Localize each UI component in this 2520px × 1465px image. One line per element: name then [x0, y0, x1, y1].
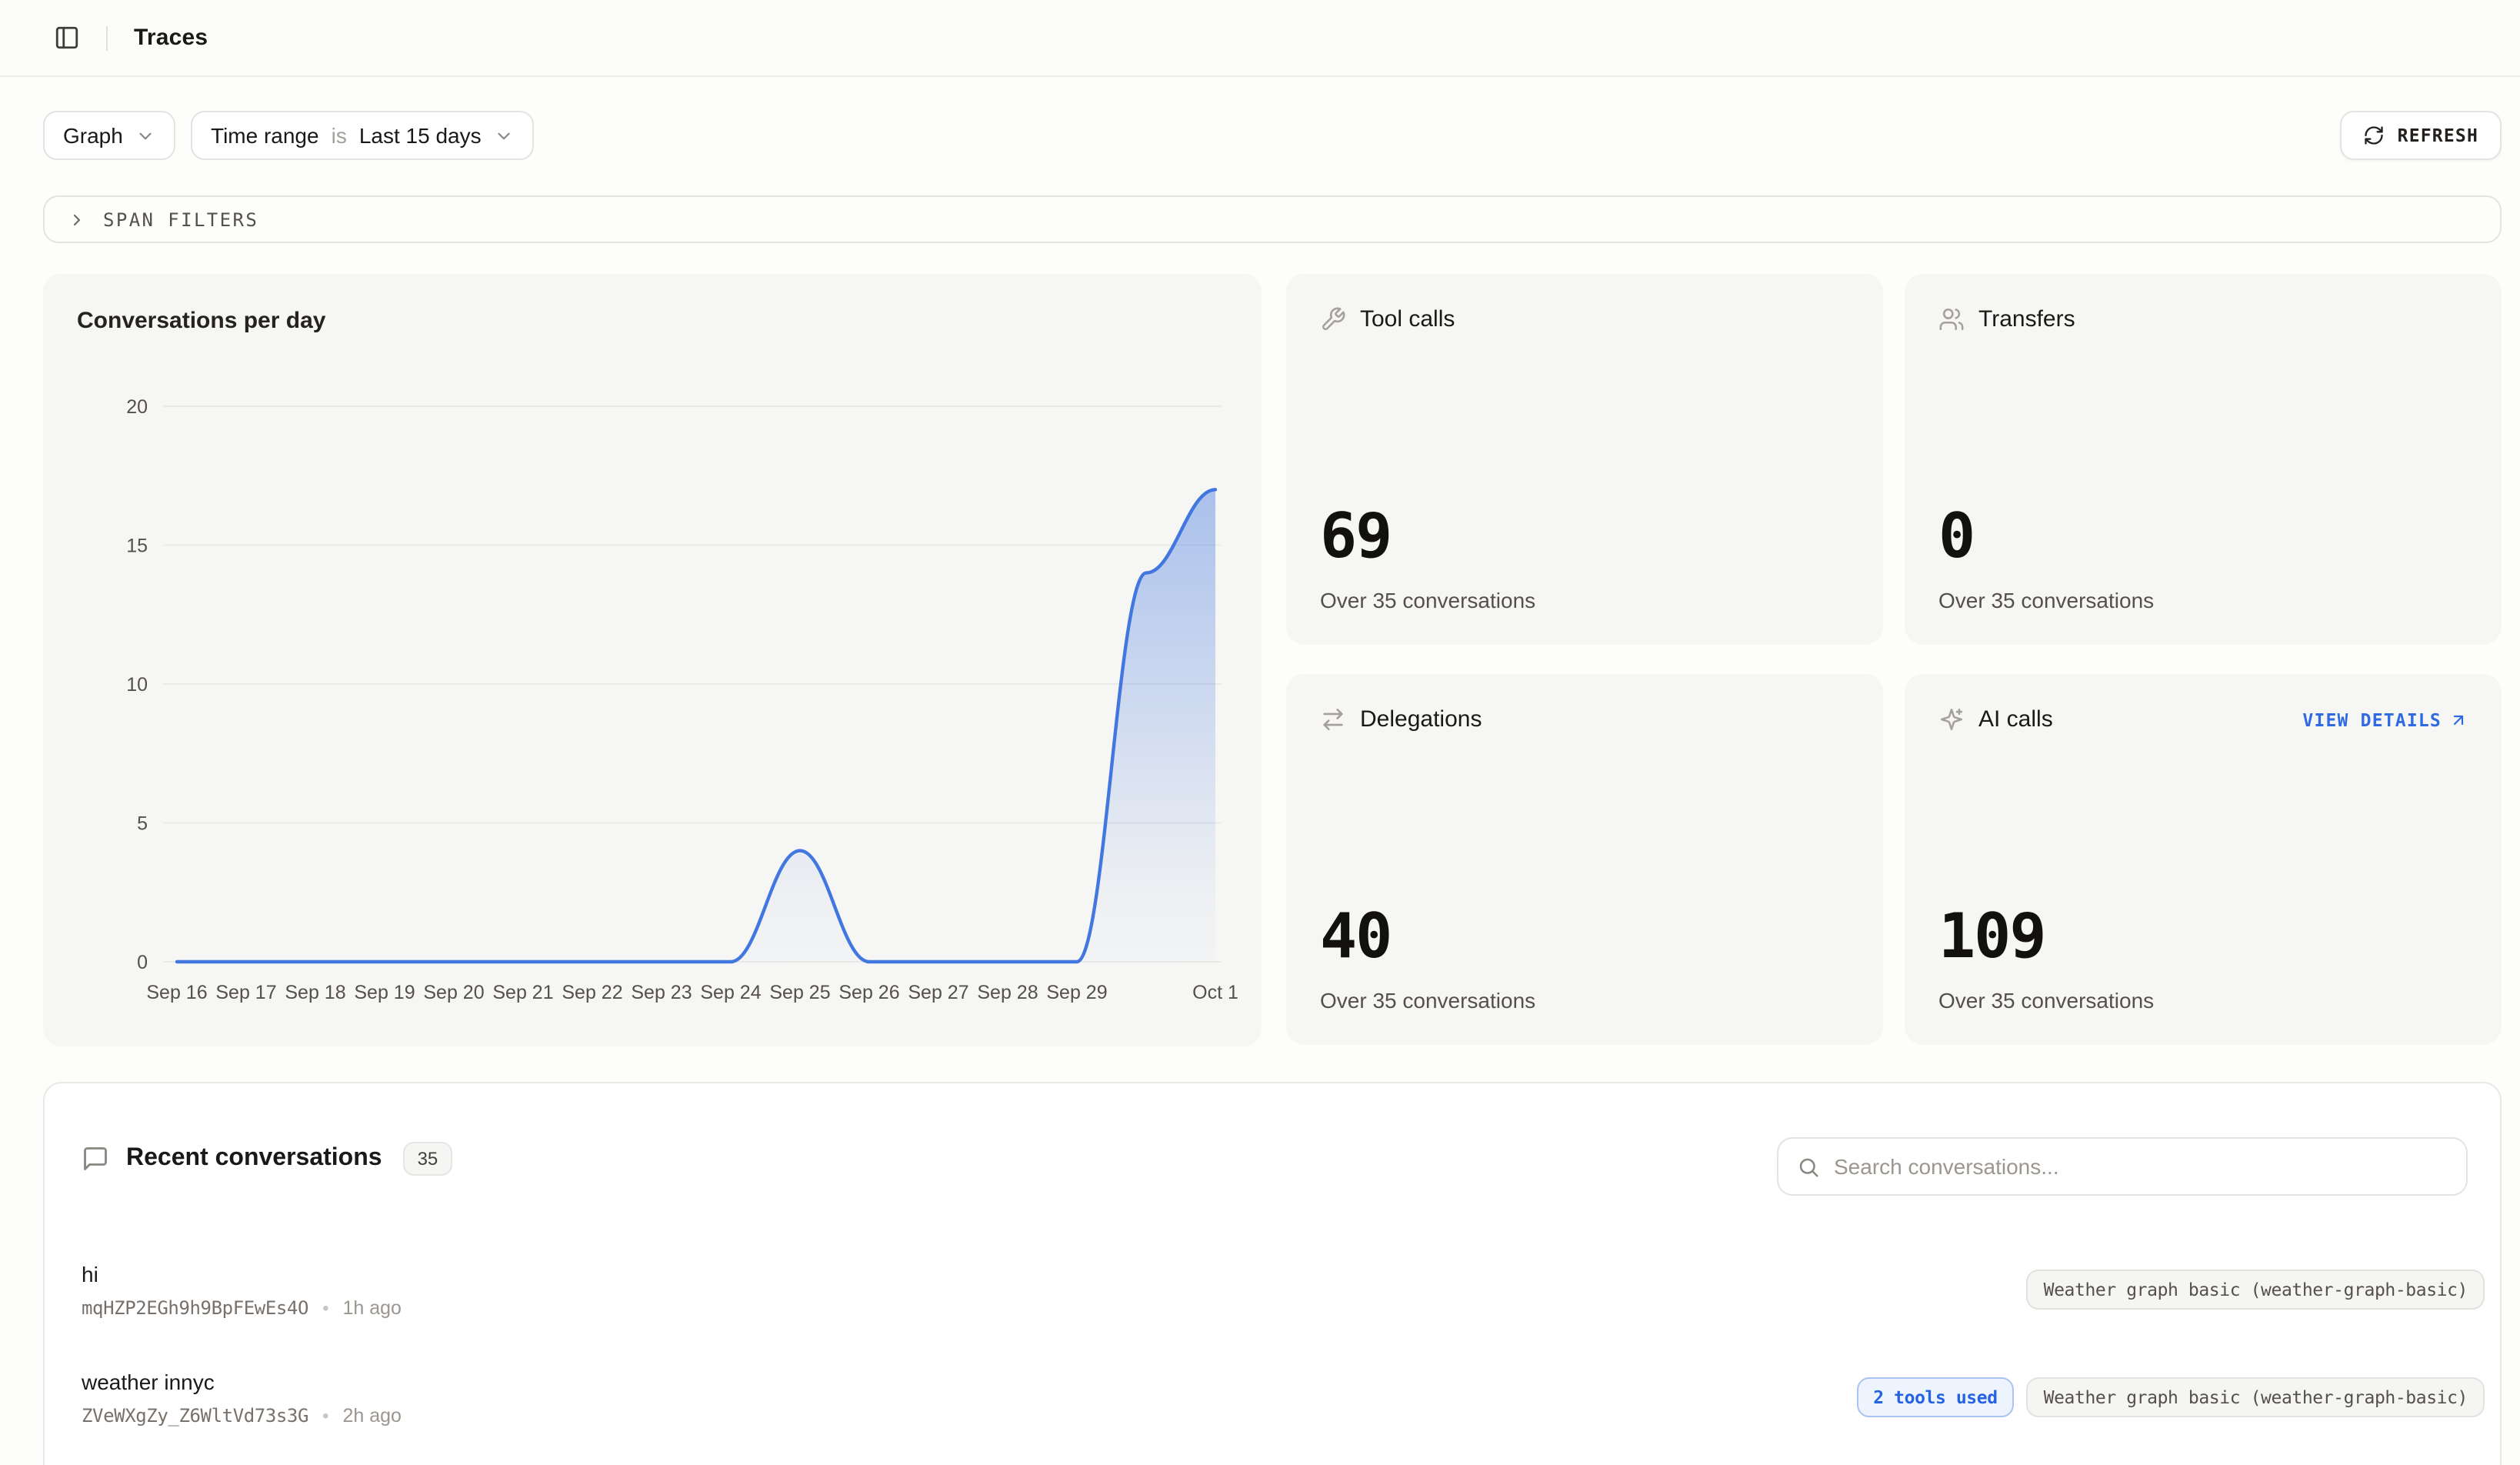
- dot-separator: •: [322, 1296, 329, 1318]
- svg-text:Oct 1: Oct 1: [1192, 982, 1238, 1003]
- search-input[interactable]: [1834, 1154, 2448, 1179]
- stat-caption: Over 35 conversations: [1938, 588, 2155, 612]
- conversations-area-chart: 0 5 10 15 20 Sep 16 Sep 17 Sep 18 Sep 19 Sep 20 Se…: [126, 396, 1238, 1003]
- svg-text:5: 5: [137, 813, 148, 835]
- refresh-button[interactable]: REFRESH: [2340, 111, 2502, 160]
- svg-text:Sep 17: Sep 17: [215, 982, 276, 1003]
- stat-value: 40: [1320, 902, 1392, 973]
- conversation-title: hi: [82, 1261, 98, 1286]
- stat-value: 69: [1320, 502, 1392, 572]
- time-range-dropdown[interactable]: Time range is Last 15 days: [191, 111, 534, 160]
- sparkles-icon: [1940, 708, 1963, 731]
- view-mode-dropdown[interactable]: Graph: [43, 111, 175, 160]
- stat-value: 0: [1938, 502, 1975, 572]
- agent-badge: Weather graph basic (weather-graph-basic…: [2026, 1377, 2485, 1417]
- view-details-link[interactable]: VIEW DETAILS: [2302, 709, 2468, 730]
- svg-text:Sep 25: Sep 25: [769, 982, 830, 1003]
- svg-text:Sep 24: Sep 24: [700, 982, 761, 1003]
- conversation-id: ZVeWXgZy_Z6WltVd73s3G: [82, 1404, 309, 1426]
- svg-text:Sep 19: Sep 19: [354, 982, 415, 1003]
- time-range-prefix: Time range: [211, 123, 319, 148]
- recent-conversations-card: Recent conversations 35 hi mqHZP2EGh9h9B…: [43, 1082, 2502, 1465]
- svg-text:15: 15: [126, 536, 148, 557]
- conversation-count-badge: 35: [403, 1142, 452, 1176]
- sidebar-panel-icon: [55, 26, 78, 49]
- svg-text:Sep 28: Sep 28: [977, 982, 1038, 1003]
- time-range-value: Last 15 days: [358, 123, 482, 148]
- tool-calls-card: Tool calls 69 Over 35 conversations: [1286, 274, 1883, 645]
- conversation-row[interactable]: weather innyc ZVeWXgZy_Z6WltVd73s3G • 2h…: [82, 1350, 2485, 1445]
- conversation-title: weather innyc: [82, 1369, 215, 1393]
- stat-label: Tool calls: [1360, 306, 1455, 332]
- stat-caption: Over 35 conversations: [1320, 988, 1536, 1013]
- svg-text:20: 20: [126, 396, 148, 418]
- divider: [106, 25, 108, 50]
- view-details-label: VIEW DETAILS: [2302, 709, 2442, 730]
- conversation-timestamp: 1h ago: [342, 1296, 402, 1318]
- svg-text:Sep 21: Sep 21: [492, 982, 553, 1003]
- top-bar: Traces: [0, 0, 2520, 77]
- svg-text:Sep 23: Sep 23: [631, 982, 692, 1003]
- stat-label: Delegations: [1360, 706, 1482, 732]
- wrench-icon: [1322, 307, 1345, 330]
- stat-caption: Over 35 conversations: [1320, 588, 1536, 612]
- svg-text:Sep 29: Sep 29: [1046, 982, 1107, 1003]
- refresh-icon: [2365, 126, 2384, 145]
- svg-text:Sep 20: Sep 20: [423, 982, 484, 1003]
- conversations-per-day-card: Conversations per day 0 5 10 15 20 Sep 16 Sep …: [43, 274, 1262, 1046]
- svg-text:Sep 26: Sep 26: [838, 982, 899, 1003]
- users-icon: [1939, 308, 1964, 331]
- ai-calls-card: AI calls VIEW DETAILS 109 Over 35 conver…: [1905, 674, 2502, 1045]
- chevron-down-icon: [498, 132, 510, 139]
- delegations-card: Delegations 40 Over 35 conversations: [1286, 674, 1883, 1045]
- tools-used-badge: 2 tools used: [1856, 1377, 2015, 1417]
- transfers-card: Transfers 0 Over 35 conversations: [1905, 274, 2502, 645]
- chat-bubble-icon: [84, 1147, 107, 1170]
- stat-label: AI calls: [1978, 706, 2053, 732]
- chevron-right-icon: [73, 213, 81, 225]
- chart-title: Conversations per day: [77, 308, 326, 334]
- filter-toolbar: Graph Time range is Last 15 days REFRESH: [43, 111, 2502, 160]
- svg-text:Sep 27: Sep 27: [908, 982, 968, 1003]
- swap-arrows-icon: [1323, 708, 1343, 731]
- conversation-row[interactable]: hi mqHZP2EGh9h9BpFEwEs4O • 1h ago Weathe…: [82, 1242, 2485, 1337]
- recent-conversations-title: Recent conversations: [126, 1145, 382, 1171]
- stat-caption: Over 35 conversations: [1938, 988, 2155, 1013]
- span-filters-label: SPAN FILTERS: [103, 209, 259, 230]
- chevron-down-icon: [139, 132, 152, 139]
- svg-text:10: 10: [126, 674, 148, 696]
- refresh-button-label: REFRESH: [2397, 125, 2478, 146]
- svg-text:Sep 18: Sep 18: [285, 982, 345, 1003]
- search-box: [1777, 1137, 2468, 1196]
- view-mode-label: Graph: [63, 123, 123, 148]
- stat-label: Transfers: [1978, 306, 2075, 332]
- svg-text:Sep 22: Sep 22: [562, 982, 622, 1003]
- time-range-operator: is: [331, 123, 347, 148]
- conversation-timestamp: 2h ago: [342, 1404, 402, 1426]
- svg-text:0: 0: [137, 952, 148, 973]
- sidebar-toggle-button[interactable]: [46, 18, 86, 58]
- arrow-up-right-icon: [2453, 714, 2464, 725]
- agent-badge: Weather graph basic (weather-graph-basic…: [2026, 1270, 2485, 1310]
- recent-conversations-header: Recent conversations 35: [82, 1142, 452, 1176]
- conversation-id: mqHZP2EGh9h9BpFEwEs4O: [82, 1296, 309, 1318]
- svg-text:Sep 16: Sep 16: [146, 982, 207, 1003]
- page-title: Traces: [134, 25, 208, 51]
- span-filters-toggle[interactable]: SPAN FILTERS: [43, 195, 2502, 243]
- dot-separator: •: [322, 1404, 329, 1426]
- stat-value: 109: [1938, 902, 2047, 973]
- search-icon: [1799, 1157, 1818, 1176]
